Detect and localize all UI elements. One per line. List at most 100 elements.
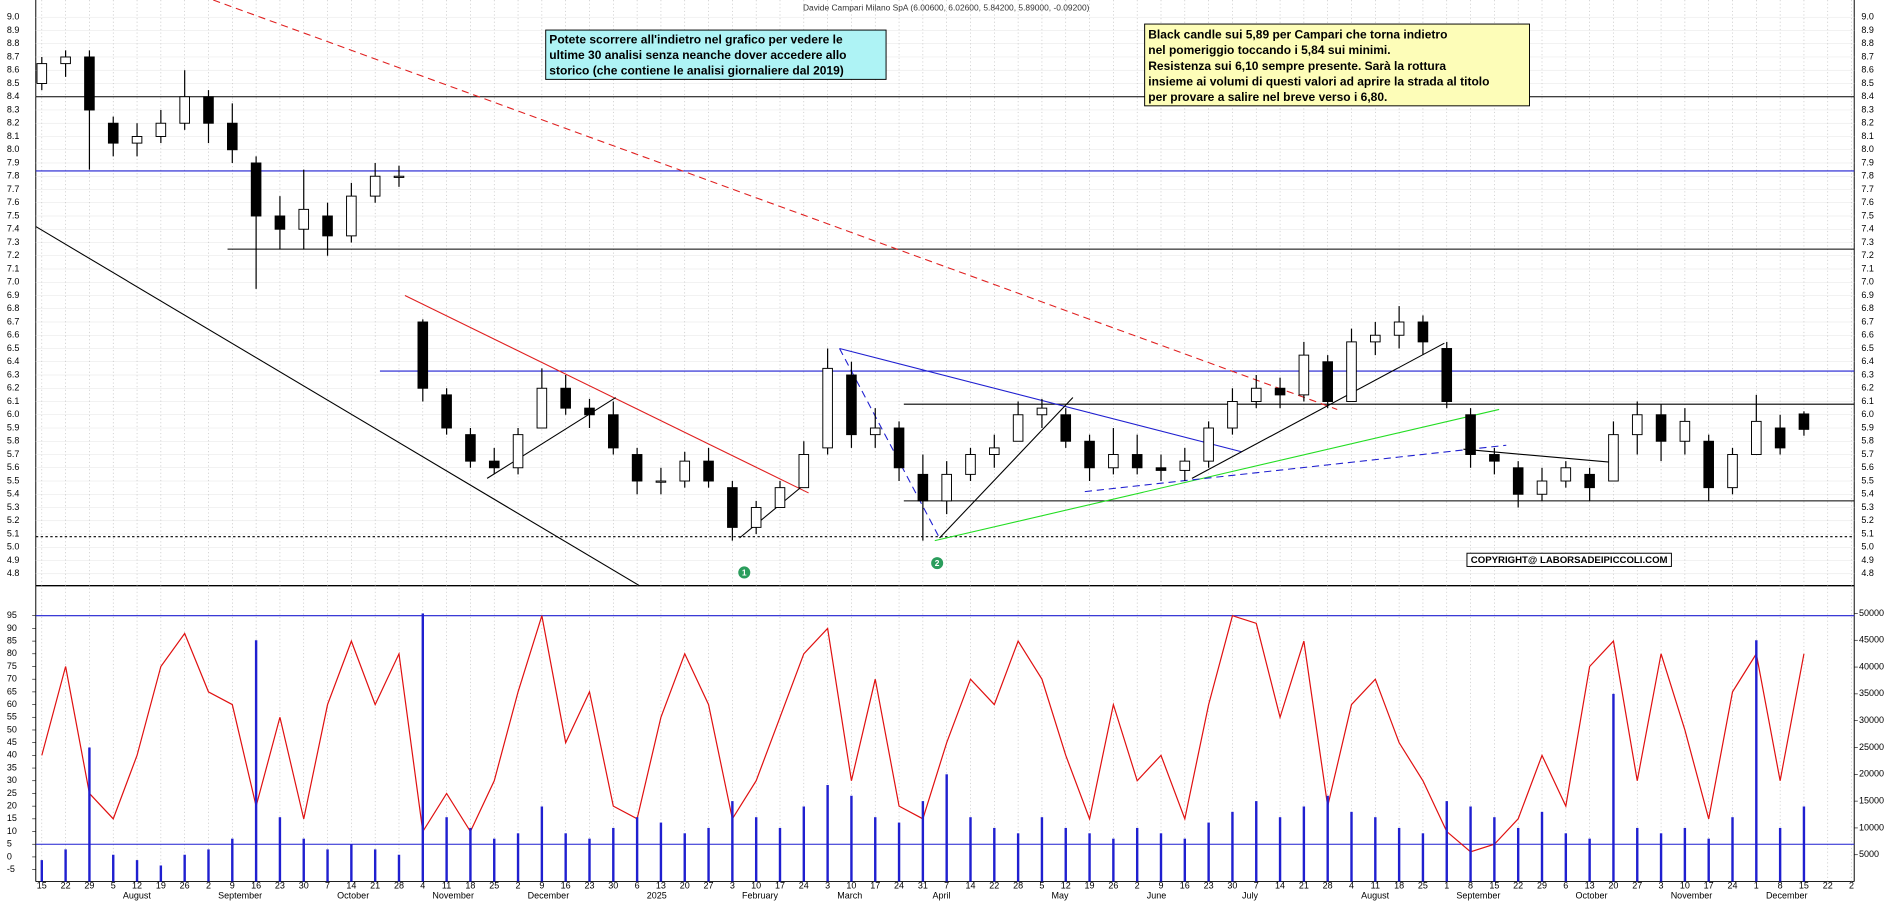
x-tick-label: 28	[394, 881, 404, 891]
x-tick-label: 20	[680, 881, 690, 891]
x-tick-label: 23	[1204, 881, 1214, 891]
volume-bar	[850, 795, 853, 882]
x-tick-label: 15	[1489, 881, 1499, 891]
candle-body	[1155, 467, 1167, 471]
x-tick-label: 30	[608, 881, 618, 891]
volume-bar	[231, 838, 234, 882]
month-label: May	[1052, 890, 1070, 900]
y2-tick-label: 5000	[1859, 849, 1879, 859]
x-tick-label: 7	[325, 881, 330, 891]
candle-body	[608, 414, 619, 449]
marker	[931, 557, 944, 570]
candle-body	[1679, 420, 1691, 442]
y-tick-label: 6.9	[7, 290, 20, 300]
candle-body	[774, 487, 786, 508]
y-tick-label: 5.9	[1861, 422, 1874, 432]
volume-bar	[1588, 838, 1591, 882]
candle-body	[941, 473, 952, 502]
y-tick-label: 7.1	[1861, 263, 1874, 273]
candle-body	[1655, 414, 1667, 442]
y-tick-label: 40	[7, 750, 17, 760]
y-tick-label: 8.3	[7, 104, 20, 114]
marker	[738, 566, 751, 579]
x-tick-label: 20	[1608, 881, 1618, 891]
volume-bar	[493, 838, 496, 882]
trendline	[934, 408, 1500, 542]
y-tick-label: 8.8	[7, 38, 20, 48]
x-tick-label: 15	[37, 881, 47, 891]
x-tick-label: 25	[1418, 881, 1428, 891]
candle-body	[1298, 354, 1310, 396]
marker-label: 1	[742, 567, 747, 577]
volume-bar	[1278, 817, 1282, 882]
x-tick-label: 8	[1778, 881, 1783, 891]
volume-bar	[1612, 693, 1615, 882]
x-tick-label: 5	[1039, 881, 1044, 891]
y-tick-label: 55	[7, 712, 17, 722]
candle-body	[488, 460, 500, 469]
y-tick-label: 6.5	[7, 343, 20, 353]
candle-body	[1227, 401, 1238, 429]
volume-bar	[516, 833, 520, 882]
volume-bar	[112, 854, 115, 882]
volume-bar	[1207, 822, 1210, 882]
x-tick-label: 1	[1754, 881, 1759, 891]
candle-body	[131, 136, 143, 144]
copyright: COPYRIGHT@ LABORSADEIPICCOLI.COM	[1471, 555, 1668, 566]
candle-body	[655, 480, 667, 483]
candle-body	[1274, 387, 1286, 396]
x-tick-label: 11	[442, 881, 451, 891]
volume-bar	[1374, 817, 1377, 882]
volume-bar	[874, 817, 877, 882]
y2-tick-label: 50000	[1859, 608, 1884, 618]
y-tick-label: 7.1	[7, 263, 20, 273]
candle-body	[1703, 440, 1714, 489]
y-tick-label: 80	[7, 648, 17, 658]
month-label: 2025	[647, 890, 667, 900]
y-tick-label: 9.0	[7, 12, 20, 22]
y-tick-label: 8.4	[7, 91, 20, 101]
month-label: December	[528, 890, 570, 900]
volume-bar	[1016, 833, 1020, 882]
volume-bar	[1231, 811, 1234, 882]
y-tick-label: 5.8	[1861, 436, 1874, 446]
volume-bar	[635, 817, 639, 882]
candle-body	[250, 162, 262, 217]
y-tick-label: 8.5	[7, 78, 20, 88]
x-tick-label: 16	[1180, 881, 1190, 891]
candle-body	[203, 96, 214, 124]
candle-body	[1584, 473, 1595, 489]
candle-body	[322, 215, 333, 237]
x-tick-label: 17	[870, 881, 880, 891]
volume-bar	[1731, 817, 1734, 882]
x-tick-label: 10	[751, 881, 761, 891]
volume-bar	[445, 817, 448, 882]
y-tick-label: 8.3	[1861, 104, 1874, 114]
y-tick-label: 6.0	[7, 409, 20, 419]
volume-bar	[754, 817, 758, 882]
candle-body	[1250, 387, 1262, 402]
month-label: September	[1456, 890, 1500, 900]
candle-body	[1322, 361, 1333, 402]
y-tick-label: 5.5	[1861, 475, 1874, 485]
x-tick-label: 13	[656, 881, 666, 891]
candle-body	[1560, 467, 1572, 482]
y-tick-label: 7.5	[1861, 210, 1874, 220]
y-tick-label: 7.4	[7, 224, 20, 234]
y-tick-label: 30	[7, 775, 17, 785]
x-tick-label: 14	[1275, 881, 1285, 891]
x-tick-label: 3	[825, 881, 830, 891]
trendline	[739, 480, 809, 539]
volume-bar	[88, 747, 91, 882]
volume-bar	[1064, 827, 1067, 882]
volume-bar	[64, 849, 67, 882]
candle-body	[1131, 454, 1143, 469]
volume-bar	[159, 865, 163, 882]
volume-bar	[1255, 801, 1258, 882]
y-tick-label: 6.7	[7, 316, 20, 326]
trendline	[1084, 444, 1507, 493]
volume-bar	[564, 833, 567, 882]
candle-body	[631, 454, 643, 482]
x-tick-label: 17	[775, 881, 785, 891]
x-tick-label: 19	[156, 881, 166, 891]
